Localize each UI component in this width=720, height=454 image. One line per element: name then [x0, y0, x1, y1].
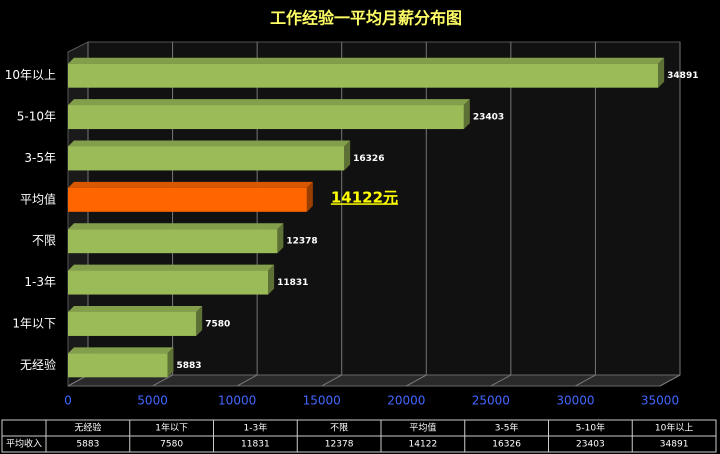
bar: [68, 229, 278, 254]
bar: [68, 105, 464, 130]
floor-grid-line: [406, 374, 427, 387]
x-tick-label: 5000: [137, 394, 168, 408]
bar-side-face: [463, 99, 470, 130]
bar-top-face: [68, 99, 470, 106]
bar-top-face: [68, 140, 351, 147]
bar-top-face: [68, 264, 275, 271]
chart-title: 工作经验一平均月薪分布图: [270, 9, 462, 28]
data-label: 16326: [353, 154, 384, 164]
floor-grid-line: [659, 374, 681, 387]
x-tick-label: 0: [64, 394, 72, 408]
table-header: 平均值: [409, 422, 436, 434]
bar-side-face: [167, 347, 174, 378]
x-tick-label: 15000: [303, 394, 341, 408]
bar-top-face: [68, 305, 203, 312]
bar-top-face: [68, 57, 665, 64]
data-label: 11831: [277, 278, 308, 288]
table-cell: 14122: [409, 440, 438, 450]
table-cell: 11831: [241, 440, 270, 450]
y-tick-label: 平均值: [20, 191, 56, 206]
bar-top-face: [68, 347, 174, 354]
bar-side-face: [268, 264, 275, 295]
bar-top-face: [68, 223, 284, 230]
average-label: 14122元: [331, 188, 398, 206]
y-tick-label: 10年以上: [5, 68, 56, 82]
y-tick-label: 无经验: [20, 357, 56, 372]
bar-side-face: [196, 305, 203, 336]
bar: [68, 311, 197, 336]
y-tick-label: 不限: [32, 234, 56, 248]
table-cell: 23403: [576, 440, 605, 450]
y-tick-label: 1年以下: [12, 316, 56, 330]
data-label: 7580: [205, 319, 230, 329]
floor-grid-line: [321, 374, 342, 387]
bar-side-face: [344, 140, 351, 171]
table-header: 1年以下: [155, 422, 188, 434]
table-cell: 7580: [160, 440, 183, 450]
table-header: 不限: [330, 423, 348, 434]
table-header: 3-5年: [495, 422, 519, 434]
floor-grid-line: [490, 374, 512, 387]
table-cell: 34891: [660, 440, 689, 450]
x-tick-label: 10000: [218, 394, 256, 408]
bar: [68, 270, 269, 295]
y-tick-label: 1-3年: [24, 275, 56, 289]
x-tick-label: 20000: [387, 394, 425, 408]
y-tick-label: 3-5年: [24, 151, 56, 165]
bar-side-face: [658, 57, 665, 88]
x-tick-label: 30000: [556, 394, 594, 408]
floor-grid-line: [152, 374, 173, 387]
table-header: 5-10年: [576, 422, 605, 434]
table-header: 无经验: [74, 422, 101, 434]
x-tick-label: 35000: [641, 394, 679, 408]
table-header: 10年以上: [655, 422, 693, 434]
table-cell: 12378: [325, 440, 354, 450]
bar: [68, 353, 168, 378]
x-tick-label: 25000: [472, 394, 510, 408]
bar: [68, 187, 307, 212]
table-header: 1-3年: [244, 422, 268, 434]
data-label: 12378: [286, 237, 317, 247]
data-label: 34891: [667, 71, 698, 81]
data-label: 5883: [177, 361, 202, 371]
data-label: 23403: [473, 113, 504, 123]
bar: [68, 146, 345, 171]
bar-side-face: [277, 223, 284, 254]
table-cell: 5883: [76, 440, 99, 450]
bar-top-face: [68, 181, 313, 188]
floor-grid-line: [236, 374, 258, 387]
table-cell: 16326: [492, 440, 521, 450]
bar: [68, 63, 659, 88]
bar-side-face: [306, 181, 313, 212]
floor-grid-line: [575, 374, 596, 387]
y-tick-label: 5-10年: [17, 110, 56, 124]
table-row-label: 平均收入: [6, 438, 42, 450]
